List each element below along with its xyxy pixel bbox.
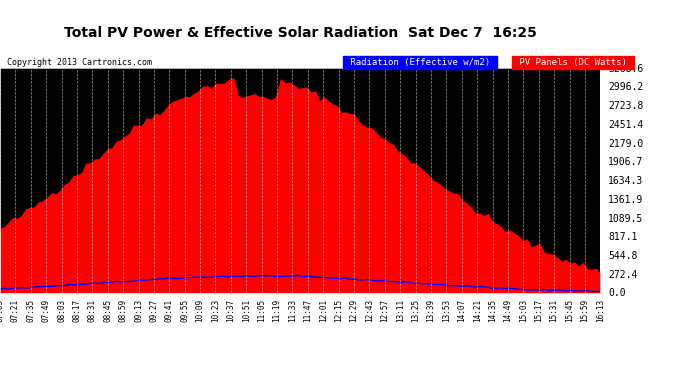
Text: Total PV Power & Effective Solar Radiation  Sat Dec 7  16:25: Total PV Power & Effective Solar Radiati… — [63, 26, 537, 40]
Text: Copyright 2013 Cartronics.com: Copyright 2013 Cartronics.com — [7, 58, 152, 67]
Text: Radiation (Effective w/m2): Radiation (Effective w/m2) — [345, 58, 495, 67]
Text: PV Panels (DC Watts): PV Panels (DC Watts) — [514, 58, 632, 67]
